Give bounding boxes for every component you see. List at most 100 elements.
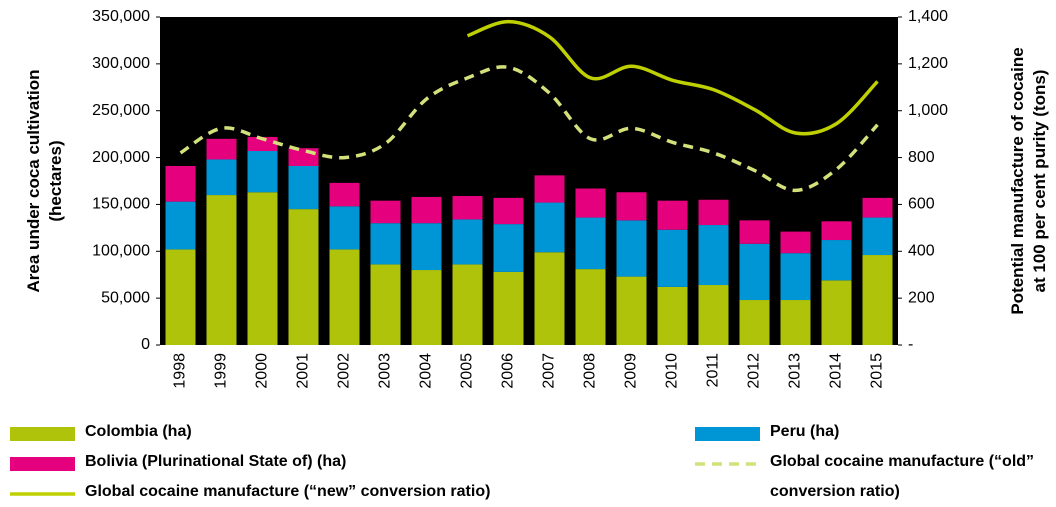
y-axis-title-line: Area under coca cultivation: [24, 70, 43, 293]
bar: [657, 200, 688, 230]
y-axis-title-line: (hectares): [46, 140, 65, 221]
bar: [698, 225, 729, 286]
bar: [862, 255, 893, 345]
bar: [821, 240, 852, 281]
legend-label: Bolivia (Plurinational State of) (ha): [85, 453, 347, 470]
bar: [862, 197, 893, 218]
y2-tick-label: 1,000: [908, 102, 948, 119]
x-tick-label: 2000: [254, 353, 271, 389]
bar: [821, 280, 852, 345]
bar: [575, 269, 606, 345]
x-tick-label: 2003: [377, 353, 394, 389]
bar: [329, 182, 360, 207]
y2-tick-label: 1,200: [908, 55, 948, 72]
bar: [247, 136, 278, 152]
x-tick-label: 2001: [295, 353, 312, 389]
bar: [739, 243, 770, 301]
legend-swatch: [10, 492, 75, 496]
bar: [288, 148, 319, 167]
legend-swatch: [10, 427, 75, 441]
bar: [247, 192, 278, 345]
bar: [821, 221, 852, 241]
x-tick-label: 2006: [500, 353, 517, 389]
bar: [370, 200, 401, 224]
bar: [616, 220, 647, 277]
y2-tick-label: 800: [908, 149, 935, 166]
y-axis-title: Area under coca cultivation (hectares): [24, 70, 65, 293]
bar: [493, 197, 524, 225]
bar: [780, 253, 811, 301]
x-tick-label: 2012: [746, 353, 763, 389]
legend-label: Peru (ha): [770, 423, 840, 440]
y-tick-label: 350,000: [92, 8, 150, 25]
bar: [370, 223, 401, 265]
legend-item: Colombia (ha): [10, 423, 370, 447]
bar: [288, 166, 319, 210]
bar: [206, 159, 237, 196]
legend-swatch: [10, 457, 75, 471]
y2-axis-title-line: at 100 per cent purity (tons): [1030, 70, 1049, 293]
bar: [288, 209, 319, 345]
x-tick-label: 2002: [336, 353, 353, 389]
bar: [493, 271, 524, 345]
x-tick-label: 1999: [213, 353, 230, 389]
x-tick-label: 2005: [459, 353, 476, 389]
y2-tick-label: 600: [908, 196, 935, 213]
bar: [534, 252, 565, 345]
y-tick-label: 250,000: [92, 102, 150, 119]
legend-label: Global cocaine manufacture (“new” conver…: [85, 483, 491, 500]
bar: [616, 192, 647, 221]
bar: [411, 223, 442, 271]
legend-marker: [10, 427, 75, 441]
x-tick-label: 2007: [541, 353, 558, 389]
bar: [534, 175, 565, 203]
x-tick-label: 2015: [869, 353, 886, 389]
y-tick-label: 0: [141, 336, 150, 353]
legend-swatch: [695, 462, 760, 466]
x-tick-label: 2004: [418, 353, 435, 389]
legend-label: Global cocaine manufacture (“old” conver…: [770, 453, 1035, 500]
bar: [411, 196, 442, 224]
bar: [411, 270, 442, 345]
bar: [329, 249, 360, 345]
legend-item: Global cocaine manufacture (“old” conver…: [695, 453, 1055, 507]
y2-tick-label: 200: [908, 289, 935, 306]
line: [466, 19, 879, 136]
legend-label: Colombia (ha): [85, 423, 192, 440]
bar: [452, 264, 483, 345]
x-tick-label: 2010: [664, 353, 681, 389]
bar: [165, 201, 196, 250]
bar: [862, 217, 893, 256]
chart-svg: 0 50,000 100,000 150,000 200,000 250,000 300,0…: [24, 8, 1049, 389]
y-tick-label: 300,000: [92, 55, 150, 72]
x-tick-label: 2013: [787, 353, 804, 389]
bar: [247, 151, 278, 193]
bar: [739, 220, 770, 244]
bar: [370, 264, 401, 345]
legend-item: Bolivia (Plurinational State of) (ha): [10, 453, 370, 477]
x-tick-label: 2011: [705, 353, 722, 388]
legend-swatch: [695, 427, 760, 441]
bar: [452, 195, 483, 220]
legend-marker: [695, 427, 760, 441]
bar: [534, 202, 565, 253]
bar: [616, 276, 647, 345]
bar: [698, 199, 729, 226]
plot-area: [160, 17, 898, 345]
legend-item: Peru (ha): [695, 423, 1055, 447]
y-tick-label: 200,000: [92, 149, 150, 166]
y2-tick-label: -: [908, 336, 913, 353]
bar: [206, 195, 237, 345]
x-tick-label: 1998: [172, 353, 189, 389]
y2-axis-title: Potential manufacture of cocaine at 100 p…: [1008, 47, 1049, 314]
x-tick-label: 2008: [582, 353, 599, 389]
bar: [780, 231, 811, 254]
x-tick-label: 2009: [623, 353, 640, 389]
legend-marker: [10, 457, 75, 471]
y2-tick-label: 1,400: [908, 8, 948, 25]
bar: [657, 286, 688, 345]
legend-item: Global cocaine manufacture (“new” conver…: [10, 483, 645, 507]
bar: [575, 217, 606, 270]
bar: [657, 229, 688, 287]
